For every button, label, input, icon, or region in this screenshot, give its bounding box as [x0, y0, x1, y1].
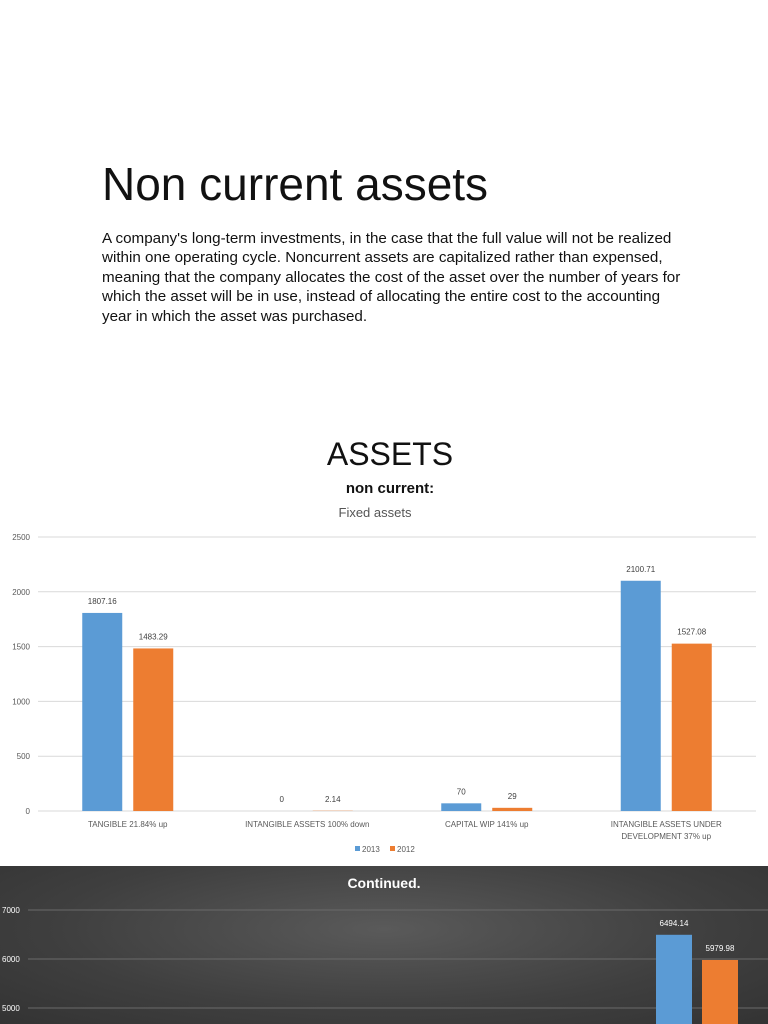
y-tick-label: 7000: [2, 906, 20, 915]
data-label: 2100.71: [626, 565, 655, 574]
fixed-assets-bar-chart: 0 500 1000 1500 2000 2500 1807.16 1483.29 TANGIB…: [12, 533, 756, 854]
bar-2013: [441, 803, 482, 811]
legend-swatch-2012: [390, 846, 395, 851]
bar-2013: [82, 612, 123, 811]
legend-label-2013: 2013: [362, 845, 380, 854]
data-label: 2.14: [325, 795, 341, 804]
y-tick-label: 1500: [12, 643, 30, 652]
y-tick-label: 0: [26, 807, 31, 816]
data-label: 1527.08: [677, 628, 706, 637]
y-tick-label: 5000: [2, 1004, 20, 1013]
bar-2012: [671, 643, 712, 811]
bar-2012: [492, 807, 533, 811]
data-label: 70: [457, 787, 466, 796]
x-tick-label: CAPITAL WIP 141% up: [445, 820, 529, 829]
data-label: 5979.98: [706, 944, 735, 953]
bar-2013: [656, 934, 692, 1024]
data-label: 29: [508, 792, 517, 801]
slide-continued: Continued. 5000 6000 7000 6494.14 5979.98: [0, 866, 768, 1024]
bar-2012: [702, 959, 738, 1024]
x-tick-label: DEVELOPMENT 37% up: [621, 832, 711, 841]
slide-heading: Non current assets: [102, 158, 489, 210]
y-tick-label: 1000: [12, 697, 30, 706]
x-tick-label: INTANGIBLE ASSETS 100% down: [245, 820, 369, 829]
bar-2013: [620, 580, 661, 811]
slide-non-current-assets: Non current assets A company's long-term…: [12, 158, 756, 854]
y-tick-label: 6000: [2, 955, 20, 964]
chart-subtitle-fixed-assets: Fixed assets: [338, 505, 412, 520]
y-tick-label: 500: [17, 752, 31, 761]
y-tick-label: 2500: [12, 533, 30, 542]
x-tick-label: TANGIBLE 21.84% up: [88, 820, 168, 829]
legend-swatch-2013: [355, 846, 360, 851]
continued-bar-chart: 5000 6000 7000 6494.14 5979.98: [2, 906, 768, 1024]
slide-paragraph: A company's long-term investments, in th…: [102, 230, 681, 325]
data-label: 0: [280, 795, 285, 804]
data-label: 1483.29: [139, 632, 168, 641]
chart-subtitle: non current:: [345, 480, 435, 497]
data-label: 6494.14: [660, 919, 689, 928]
legend-label-2012: 2012: [397, 845, 415, 854]
bar-2012: [133, 648, 174, 811]
data-label: 1807.16: [88, 597, 117, 606]
y-tick-label: 2000: [12, 588, 30, 597]
chart-title: ASSETS: [326, 436, 454, 472]
x-tick-label: INTANGIBLE ASSETS UNDER: [611, 820, 722, 829]
continued-title: Continued.: [347, 875, 421, 891]
